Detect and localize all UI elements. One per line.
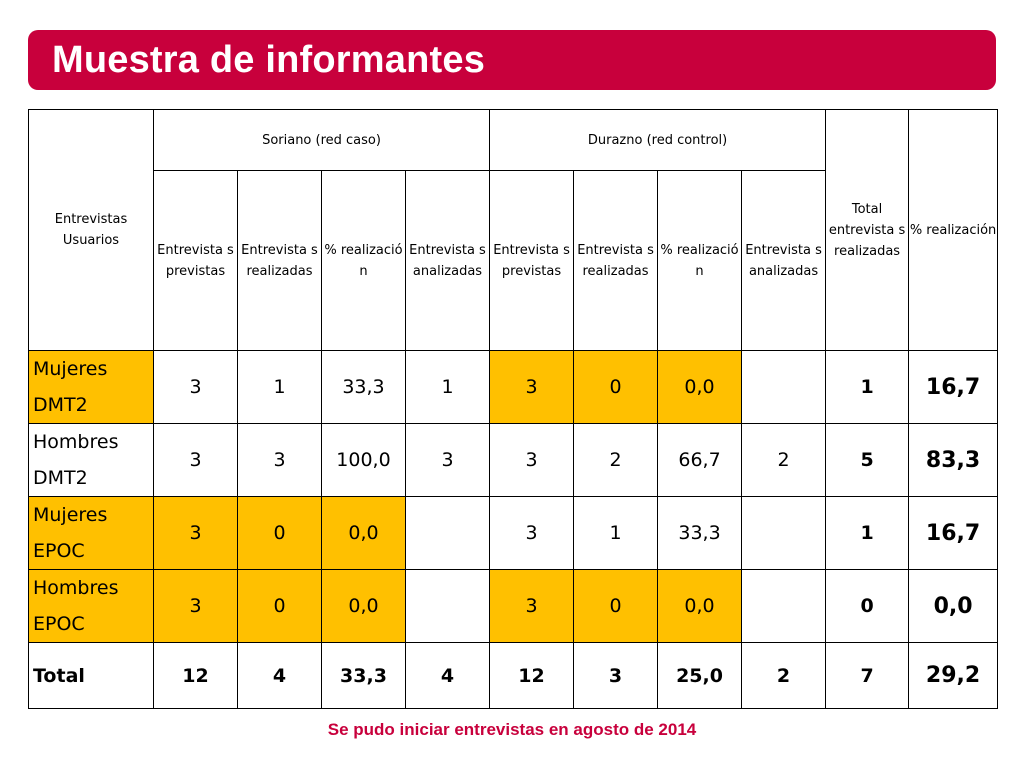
table-cell: 5 — [825, 423, 910, 497]
table-cell — [404, 496, 491, 570]
header-soriano-analizadas: Entrevista s analizadas — [404, 170, 491, 351]
table-cell: 25,0 — [657, 642, 743, 709]
table-cell: 83,3 — [908, 423, 999, 497]
row-label: Mujeres EPOC — [28, 496, 154, 570]
row-label: Hombres EPOC — [28, 569, 154, 643]
header-soriano-realizadas: Entrevista s realizadas — [237, 170, 322, 351]
table-body: Mujeres DMT2 3 1 33,3 1 3 0 0,0 1 16,7 Hombres DMT… — [28, 350, 999, 709]
row-label: Hombres DMT2 — [28, 423, 154, 497]
table-cell: 12 — [153, 642, 238, 709]
header-soriano-previstas: Entrevista s previstas — [153, 170, 238, 351]
table-cell: 4 — [404, 642, 491, 709]
table-cell: 0 — [825, 569, 910, 643]
table-cell: 33,3 — [321, 350, 406, 424]
header-durazno-previstas: Entrevista s previstas — [489, 170, 575, 351]
table-cell — [741, 496, 827, 570]
table-cell: 3 — [573, 642, 659, 709]
table-row-total: Total 12 4 33,3 4 12 3 25,0 2 7 29,2 — [28, 642, 999, 709]
table-cell: 0,0 — [321, 569, 406, 643]
table-cell: 3 — [489, 350, 575, 424]
table-cell: 3 — [489, 423, 575, 497]
table-cell: 33,3 — [321, 642, 406, 709]
table-cell: 1 — [825, 350, 910, 424]
header-pct-col: % realización — [908, 109, 999, 351]
table-cell: 3 — [489, 496, 575, 570]
table-cell: 4 — [237, 642, 322, 709]
table-cell: 29,2 — [908, 642, 999, 709]
table-cell: 16,7 — [908, 496, 999, 570]
table-cell: 2 — [741, 423, 827, 497]
table-cell: 2 — [573, 423, 659, 497]
table-cell: 100,0 — [321, 423, 406, 497]
page-title: Muestra de informantes — [52, 39, 486, 81]
table-cell: 66,7 — [657, 423, 743, 497]
table-cell: 3 — [153, 423, 238, 497]
header-group-durazno: Durazno (red control) — [489, 109, 827, 171]
table-cell: 3 — [237, 423, 322, 497]
table-cell: 0,0 — [657, 569, 743, 643]
table-cell: 2 — [741, 642, 827, 709]
table-cell: 3 — [153, 350, 238, 424]
table-cell: 1 — [237, 350, 322, 424]
table-cell — [741, 569, 827, 643]
table-cell: 3 — [404, 423, 491, 497]
header-row-label: Entrevistas Usuarios — [28, 109, 154, 351]
table-row: Mujeres DMT2 3 1 33,3 1 3 0 0,0 1 16,7 — [28, 350, 999, 424]
table-cell: 0,0 — [908, 569, 999, 643]
title-bar: Muestra de informantes — [28, 30, 996, 90]
header-total-col: Total entrevista s realizadas — [825, 109, 910, 351]
row-label: Mujeres DMT2 — [28, 350, 154, 424]
table-cell: 12 — [489, 642, 575, 709]
table-cell: 3 — [153, 496, 238, 570]
table-cell: 0,0 — [321, 496, 406, 570]
table-cell: 1 — [573, 496, 659, 570]
table-cell: 3 — [489, 569, 575, 643]
table-row: Hombres DMT2 3 3 100,0 3 3 2 66,7 2 5 83,3 — [28, 423, 999, 497]
header-durazno-analizadas: Entrevista s analizadas — [741, 170, 827, 351]
table-cell: 0 — [237, 496, 322, 570]
table-cell — [404, 569, 491, 643]
table-cell: 0 — [237, 569, 322, 643]
header-durazno-pct: % realizació n — [657, 170, 743, 351]
informants-table: Entrevistas Usuarios Soriano (red caso) … — [28, 109, 999, 709]
table-cell — [741, 350, 827, 424]
row-label: Total — [28, 642, 154, 709]
table-row: Hombres EPOC 3 0 0,0 3 0 0,0 0 0,0 — [28, 569, 999, 643]
table-row: Mujeres EPOC 3 0 0,0 3 1 33,3 1 16,7 — [28, 496, 999, 570]
table-cell: 16,7 — [908, 350, 999, 424]
table-cell: 0 — [573, 569, 659, 643]
header-durazno-realizadas: Entrevista s realizadas — [573, 170, 659, 351]
table-cell: 1 — [825, 496, 910, 570]
table-cell: 33,3 — [657, 496, 743, 570]
table-cell: 0 — [573, 350, 659, 424]
footnote: Se pudo iniciar entrevistas en agosto de… — [327, 720, 697, 739]
table-cell: 1 — [404, 350, 491, 424]
table-cell: 0,0 — [657, 350, 743, 424]
header-soriano-pct: % realizació n — [321, 170, 406, 351]
table-cell: 7 — [825, 642, 910, 709]
header-group-soriano: Soriano (red caso) — [152, 109, 491, 171]
table-cell: 3 — [153, 569, 238, 643]
